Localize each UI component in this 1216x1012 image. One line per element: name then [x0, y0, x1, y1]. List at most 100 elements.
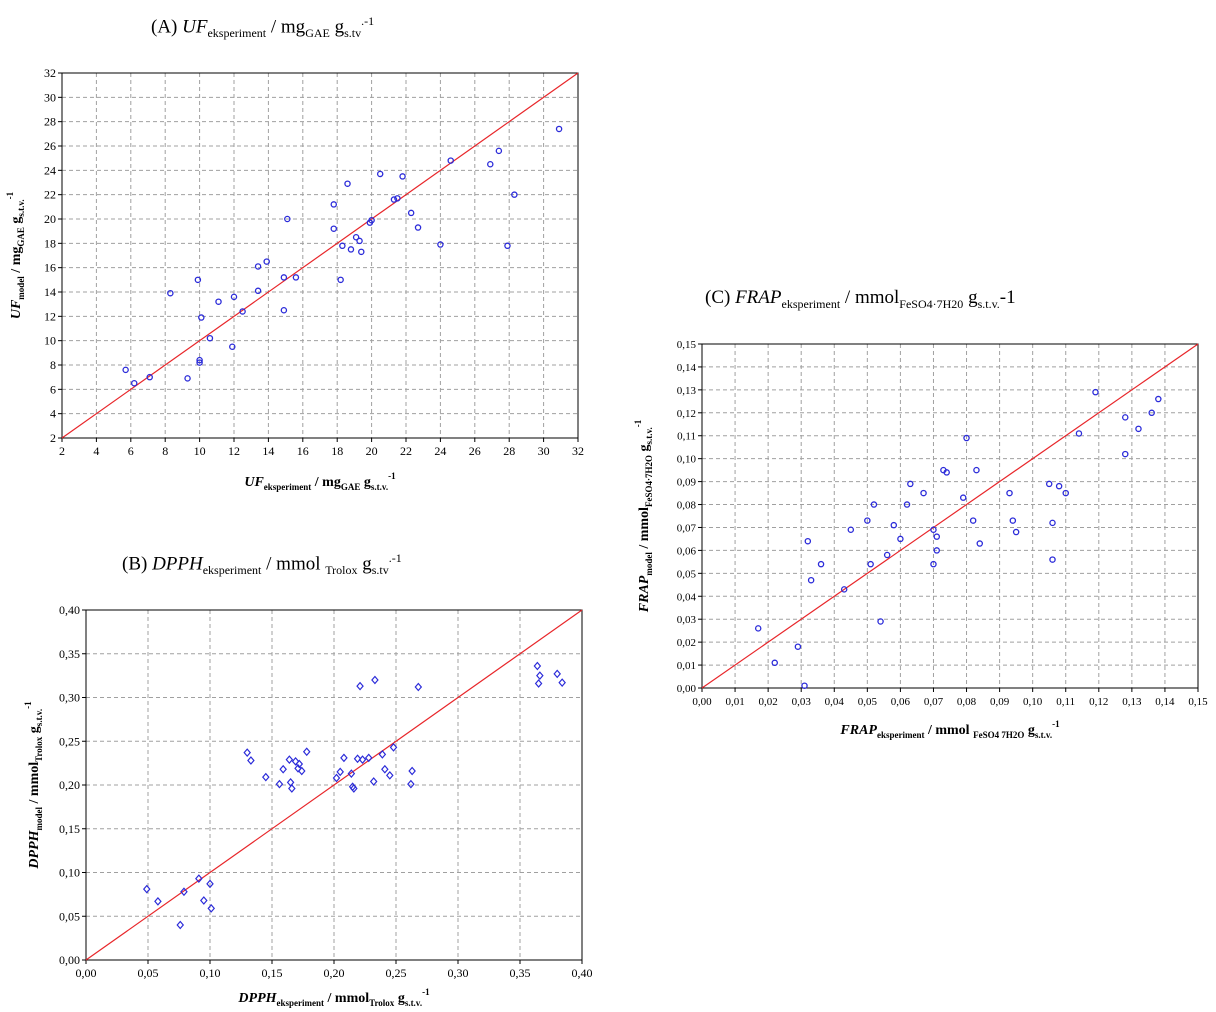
x-tick-label: 30 — [538, 444, 550, 458]
y-tick-label: 10 — [44, 334, 56, 348]
y-tick-label: 0,11 — [677, 431, 696, 443]
x-tick-label: 0,11 — [1056, 696, 1075, 708]
y-tick-label: 0,03 — [677, 614, 697, 626]
data-point — [230, 293, 238, 301]
data-point — [487, 160, 494, 168]
reference-line — [701, 343, 1199, 689]
data-point — [877, 618, 884, 625]
data-point — [437, 241, 444, 248]
chart-b-title-variable: DPPH — [152, 553, 203, 575]
data-point — [154, 896, 162, 906]
y-tick-label: 30 — [44, 90, 56, 104]
x-tick-label: 4 — [93, 444, 99, 458]
data-point — [1055, 482, 1063, 490]
x-tick-label: 12 — [228, 444, 240, 458]
data-point — [180, 887, 188, 897]
x-tick-label: 0,35 — [510, 966, 531, 980]
data-point — [347, 769, 356, 779]
x-tick-label: 0,02 — [759, 696, 778, 708]
data-point — [330, 225, 338, 232]
data-point — [1045, 480, 1053, 488]
chart-b-plot: 0,00 0,05 0,10 0,15 0,20 0,25 0,30 0,35 0,40 0,00… — [23, 603, 593, 1008]
x-tick-label: 14 — [262, 444, 274, 458]
data-point — [239, 308, 246, 315]
x-tick-label: 0,10 — [200, 966, 221, 980]
data-point — [254, 287, 262, 295]
x-tick-label: 10 — [194, 444, 206, 458]
y-tick-label: 8 — [50, 358, 56, 372]
y-tick-label: 4 — [50, 407, 56, 421]
data-point — [414, 682, 423, 692]
data-point — [969, 517, 977, 524]
plot-frame — [61, 72, 579, 439]
data-point — [285, 755, 294, 765]
x-tick-label: 0,13 — [1122, 696, 1142, 708]
data-point — [344, 180, 351, 187]
y-tick-label: 0,04 — [677, 591, 697, 603]
data-point — [146, 373, 153, 381]
data-point — [176, 920, 185, 930]
y-tick-label: 0,20 — [59, 778, 80, 792]
plot-frame — [701, 343, 1199, 689]
x-axis-label: UFeksperiment / mgGAE gs.t.v.-1 — [244, 471, 396, 492]
data-point — [1075, 430, 1083, 437]
data-point — [206, 334, 214, 342]
y-tick-label: 16 — [44, 261, 56, 275]
y-tick-label: 0,10 — [677, 454, 697, 466]
chart-c-title-variable: FRAP — [735, 287, 782, 308]
chart-b-title: (B) DPPHeksperiment / mmol Trolox gs.tv.… — [122, 551, 402, 578]
x-tick-label: 26 — [469, 444, 481, 458]
data-point — [215, 298, 222, 305]
x-tick-label: 0,14 — [1155, 696, 1175, 708]
data-point — [771, 659, 778, 667]
data-point — [206, 879, 214, 889]
data-point — [243, 748, 251, 758]
data-point — [553, 669, 561, 679]
chart-b-title-sup: .-1 — [388, 551, 402, 565]
data-point — [1122, 414, 1129, 421]
x-tick-label: 0,08 — [957, 696, 977, 708]
y-tick-label: 0,30 — [59, 691, 80, 705]
data-point — [864, 517, 871, 524]
reference-line — [85, 609, 583, 961]
data-point — [558, 678, 566, 688]
y-axis-label: UFmodel / mgGAE gs.t.v.-1 — [5, 191, 26, 319]
data-point — [280, 306, 288, 314]
y-tick-label: 26 — [44, 139, 56, 153]
data-point — [280, 274, 288, 281]
data-point — [196, 356, 203, 364]
data-point — [381, 764, 389, 774]
data-point — [414, 224, 422, 231]
y-tick-label: 32 — [44, 66, 56, 80]
data-point — [1049, 556, 1056, 563]
chart-c-title: (C) FRAPeksperiment / mmolFeSO4·7H20 gs.… — [705, 287, 1016, 312]
data-point — [195, 874, 203, 884]
data-point — [368, 216, 375, 224]
x-tick-label: 0,06 — [891, 696, 911, 708]
y-tick-label: 0,10 — [59, 866, 80, 880]
data-point — [847, 526, 855, 534]
data-point — [870, 501, 878, 508]
y-tick-label: 0,14 — [677, 362, 697, 374]
x-axis-label: FRAPeksperiment / mmol FeSO4 7H2O gs.t.v… — [839, 719, 1060, 740]
data-point — [1092, 388, 1099, 396]
chart-c-title-prefix: (C) — [705, 287, 736, 308]
y-tick-label: 12 — [44, 309, 56, 323]
x-tick-label: 6 — [128, 444, 134, 458]
data-point — [122, 366, 129, 374]
y-tick-label: 0,15 — [59, 822, 80, 836]
x-tick-label: 0,03 — [792, 696, 812, 708]
data-point — [358, 248, 365, 256]
y-tick-label: 20 — [44, 212, 56, 226]
data-point — [297, 766, 306, 776]
x-tick-label: 0,10 — [1023, 696, 1043, 708]
y-tick-label: 22 — [44, 188, 56, 202]
data-point — [284, 215, 291, 223]
y-tick-label: 0,15 — [677, 339, 697, 351]
x-tick-label: 22 — [400, 444, 412, 458]
x-tick-label: 20 — [366, 444, 378, 458]
x-tick-label: 8 — [162, 444, 168, 458]
y-tick-label: 0,08 — [677, 500, 697, 512]
data-point — [447, 157, 454, 164]
y-axis-label: DPPHmodel / mmolTrolox gs.t.v.-1 — [23, 701, 44, 870]
